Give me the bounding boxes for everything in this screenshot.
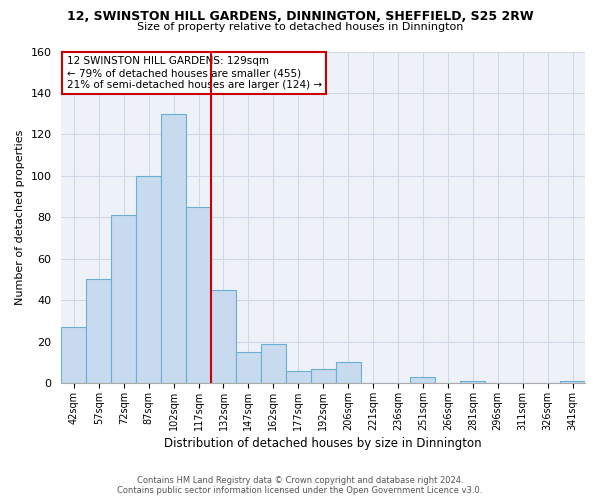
Bar — [111, 215, 136, 383]
Y-axis label: Number of detached properties: Number of detached properties — [15, 130, 25, 305]
Text: Size of property relative to detached houses in Dinnington: Size of property relative to detached ho… — [137, 22, 463, 32]
Text: Contains HM Land Registry data © Crown copyright and database right 2024.
Contai: Contains HM Land Registry data © Crown c… — [118, 476, 482, 495]
Text: 12 SWINSTON HILL GARDENS: 129sqm
← 79% of detached houses are smaller (455)
21% : 12 SWINSTON HILL GARDENS: 129sqm ← 79% o… — [67, 56, 322, 90]
Bar — [136, 176, 161, 383]
Bar — [460, 381, 485, 383]
Bar — [261, 344, 286, 383]
Text: 12, SWINSTON HILL GARDENS, DINNINGTON, SHEFFIELD, S25 2RW: 12, SWINSTON HILL GARDENS, DINNINGTON, S… — [67, 10, 533, 23]
Bar — [61, 327, 86, 383]
Bar — [186, 207, 211, 383]
Bar — [311, 368, 335, 383]
X-axis label: Distribution of detached houses by size in Dinnington: Distribution of detached houses by size … — [164, 437, 482, 450]
Bar — [335, 362, 361, 383]
Bar — [211, 290, 236, 383]
Bar — [161, 114, 186, 383]
Bar — [286, 370, 311, 383]
Bar — [236, 352, 261, 383]
Bar — [410, 377, 436, 383]
Bar — [560, 381, 585, 383]
Bar — [86, 280, 111, 383]
